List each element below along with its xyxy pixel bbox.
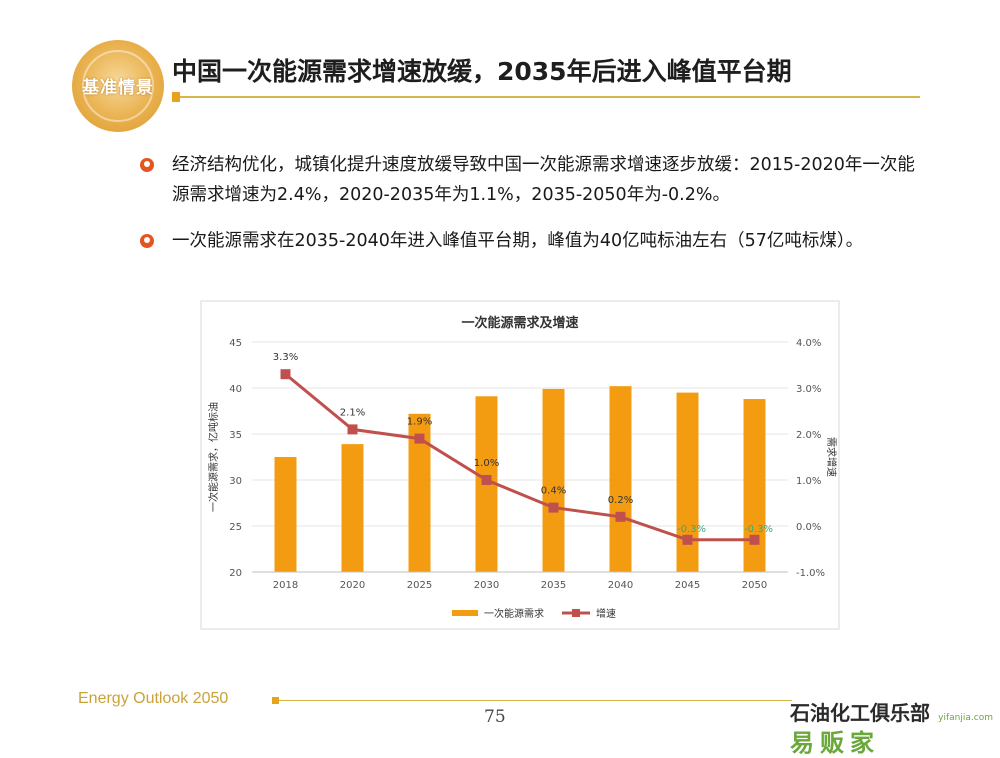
y2-tick-label: 1.0%: [796, 476, 821, 487]
watermark-bottom-text: 易贩家: [790, 729, 880, 757]
growth-point: [548, 502, 559, 513]
legend-label-demand: 一次能源需求: [484, 607, 544, 620]
y-tick-label: 35: [229, 430, 242, 441]
bar: [609, 386, 632, 572]
footer-label: Energy Outlook 2050: [78, 690, 229, 707]
page-number: 75: [484, 707, 506, 727]
title-rule-marker: [172, 92, 180, 102]
growth-line: [284, 373, 755, 542]
bar: [274, 457, 297, 572]
legend-swatch-demand: [452, 610, 478, 616]
y-tick-label: 30: [229, 476, 242, 487]
bullet-icon: [140, 158, 154, 172]
bar: [408, 413, 431, 572]
x-tick-label: 2050: [742, 580, 767, 591]
y2-tick-label: 3.0%: [796, 384, 821, 395]
data-label: 0.4%: [541, 486, 566, 497]
y-axis-label: 一次能源需求，亿吨标油: [207, 402, 220, 512]
growth-point: [280, 369, 291, 380]
legend-swatch-growth-marker: [572, 609, 580, 617]
scenario-logo: 基准情景: [72, 40, 164, 132]
data-label: -0.3%: [677, 524, 706, 535]
data-label: 3.3%: [273, 352, 298, 363]
bullet-text: 经济结构优化，城镇化提升速度放缓导致中国一次能源需求增速逐步放缓：2015-20…: [172, 155, 915, 205]
logo-label: 基准情景: [82, 78, 154, 98]
growth-point: [414, 433, 425, 444]
y2-tick-label: 4.0%: [796, 338, 821, 349]
chart-title: 一次能源需求及增速: [461, 315, 578, 331]
bullet-item-2: 一次能源需求在2035-2040年进入峰值平台期，峰值为40亿吨标油左右（57亿…: [140, 226, 930, 256]
y-tick-label: 40: [229, 384, 242, 395]
growth-point: [749, 534, 760, 545]
y2-axis-label: 需求增速: [825, 437, 838, 477]
y2-tick-label: 2.0%: [796, 430, 821, 441]
bullet-icon: [140, 234, 154, 248]
bar: [743, 399, 766, 572]
data-label: 1.0%: [474, 458, 499, 469]
title-rule: [172, 96, 920, 98]
x-tick-label: 2030: [474, 580, 499, 591]
growth-point: [615, 511, 626, 522]
x-tick-label: 2035: [541, 580, 566, 591]
footer-marker: [272, 697, 279, 704]
demand-growth-chart: 一次能源需求及增速202530354045-1.0%0.0%1.0%2.0%3.…: [200, 300, 840, 630]
x-tick-label: 2045: [675, 580, 700, 591]
bar: [676, 392, 699, 572]
watermark-url: yifanjia.com: [938, 713, 993, 723]
y2-tick-label: -1.0%: [796, 568, 825, 579]
x-tick-label: 2018: [273, 580, 298, 591]
watermark-top-text: 石油化工俱乐部: [790, 701, 930, 725]
bar: [341, 444, 364, 572]
page-title: 中国一次能源需求增速放缓，2035年后进入峰值平台期: [172, 57, 792, 86]
bar: [542, 388, 565, 572]
data-label: -0.3%: [744, 524, 773, 535]
x-tick-label: 2040: [608, 580, 633, 591]
footer-rule: [272, 700, 792, 701]
growth-point: [682, 534, 693, 545]
watermark: 石油化工俱乐部 易贩家 yifanjia.com: [790, 695, 995, 757]
growth-point: [481, 475, 492, 485]
x-tick-label: 2025: [407, 580, 432, 591]
bullet-item-1: 经济结构优化，城镇化提升速度放缓导致中国一次能源需求增速逐步放缓：2015-20…: [140, 150, 930, 210]
chart-frame: [200, 300, 840, 630]
data-label: 2.1%: [340, 407, 365, 418]
x-tick-label: 2020: [340, 580, 365, 591]
growth-point: [347, 424, 358, 435]
data-label: 1.9%: [407, 417, 432, 428]
legend-label-growth: 增速: [596, 607, 616, 620]
y2-tick-label: 0.0%: [796, 522, 821, 533]
y-tick-label: 20: [229, 568, 242, 579]
data-label: 0.2%: [608, 495, 633, 506]
y-tick-label: 45: [229, 338, 242, 349]
bullet-text: 一次能源需求在2035-2040年进入峰值平台期，峰值为40亿吨标油左右（57亿…: [172, 231, 864, 251]
y-tick-label: 25: [229, 522, 242, 533]
